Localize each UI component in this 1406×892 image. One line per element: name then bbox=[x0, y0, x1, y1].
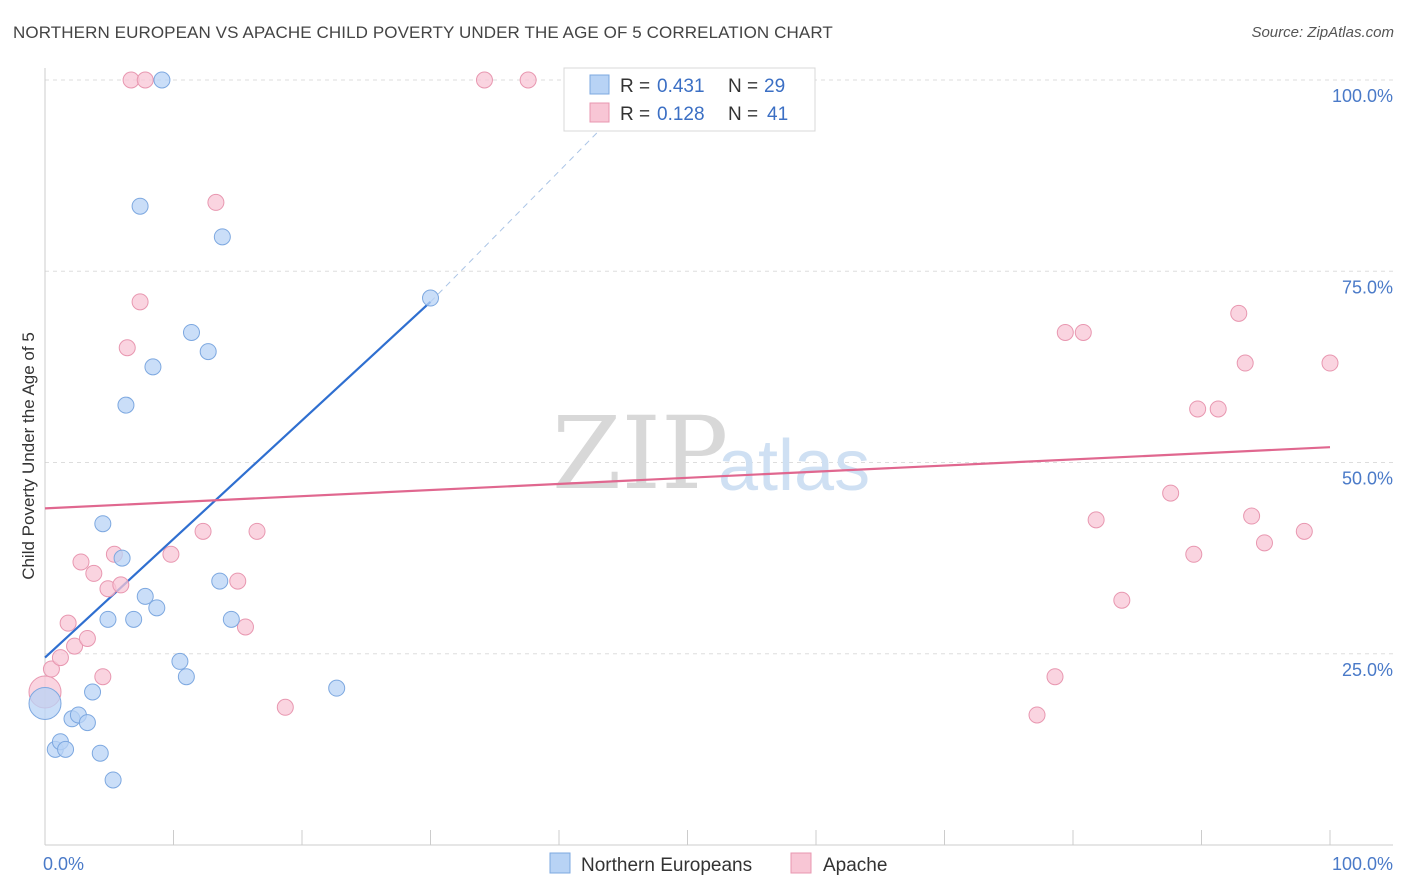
point-northern-europeans-22 bbox=[144, 358, 162, 376]
point-northern-europeans-10 bbox=[94, 515, 112, 533]
x-tick-label-0: 0.0% bbox=[43, 854, 84, 874]
watermark-atlas: atlas bbox=[718, 426, 870, 506]
legend-r-label-1: R = bbox=[620, 76, 650, 97]
bottom-legend-swatch-pink bbox=[790, 852, 812, 874]
point-northern-europeans-25 bbox=[131, 197, 149, 215]
point-apache-13 bbox=[131, 293, 149, 311]
trend-line-northern-europeans bbox=[44, 301, 432, 659]
point-northern-europeans-0 bbox=[28, 686, 62, 720]
point-northern-europeans-24 bbox=[199, 343, 217, 361]
point-apache-38 bbox=[1255, 534, 1273, 552]
y-tick-label-3: 100.0% bbox=[1332, 86, 1393, 106]
y-tick-label-2: 75.0% bbox=[1342, 277, 1393, 297]
point-apache-1 bbox=[42, 660, 60, 678]
point-apache-15 bbox=[194, 522, 212, 540]
watermark-zip: ZIP bbox=[552, 395, 728, 512]
point-northern-europeans-8 bbox=[91, 744, 109, 762]
point-apache-35 bbox=[1230, 304, 1248, 322]
point-northern-europeans-11 bbox=[113, 549, 131, 567]
point-apache-30 bbox=[1113, 591, 1131, 609]
point-apache-33 bbox=[1189, 400, 1207, 418]
point-apache-2 bbox=[51, 649, 69, 667]
point-northern-europeans-17 bbox=[177, 668, 195, 686]
trend-extension-northern-europeans bbox=[430, 79, 650, 303]
point-apache-25 bbox=[1028, 706, 1046, 724]
point-northern-europeans-3 bbox=[57, 740, 75, 758]
legend-r-value-2: 0.128 bbox=[657, 104, 705, 125]
correlation-legend: R = 0.431 N = 29 R = 0.128 N = 41 bbox=[563, 67, 816, 132]
point-apache-18 bbox=[248, 522, 266, 540]
grid-layer bbox=[45, 79, 1393, 655]
point-northern-europeans-12 bbox=[99, 610, 117, 628]
point-northern-europeans-13 bbox=[125, 610, 143, 628]
series-legend: Northern Europeans Apache bbox=[549, 852, 887, 876]
point-northern-europeans-16 bbox=[171, 652, 189, 670]
point-apache-21 bbox=[122, 71, 140, 89]
point-northern-europeans-26 bbox=[213, 228, 231, 246]
point-northern-europeans-19 bbox=[222, 610, 240, 628]
trend-line-apache bbox=[44, 446, 1331, 510]
point-apache-16 bbox=[229, 572, 247, 590]
point-apache-12 bbox=[118, 339, 136, 357]
point-apache-3 bbox=[59, 614, 77, 632]
point-apache-24 bbox=[519, 71, 537, 89]
point-apache-23 bbox=[475, 71, 493, 89]
point-apache-17 bbox=[236, 618, 254, 636]
axes-layer: 25.0% 50.0% 75.0% 100.0% 0.0% 100.0% bbox=[43, 68, 1393, 874]
chart-title: NORTHERN EUROPEAN VS APACHE CHILD POVERT… bbox=[13, 23, 833, 42]
legend-r-value-1: 0.431 bbox=[657, 76, 705, 97]
legend-r-label-2: R = bbox=[620, 104, 650, 125]
legend-n-label-2: N = bbox=[728, 104, 758, 125]
source-credit: Source: ZipAtlas.com bbox=[1251, 24, 1394, 41]
point-apache-28 bbox=[1074, 323, 1092, 341]
point-apache-5 bbox=[72, 553, 90, 571]
legend-n-value-2: 41 bbox=[767, 104, 788, 125]
point-northern-europeans-28 bbox=[422, 289, 439, 307]
legend-swatch-blue bbox=[589, 74, 610, 95]
point-apache-11 bbox=[112, 576, 130, 594]
point-northern-europeans-23 bbox=[182, 323, 200, 341]
point-apache-37 bbox=[1243, 507, 1261, 525]
bottom-legend-northern-europeans: Northern Europeans bbox=[581, 855, 752, 876]
point-apache-29 bbox=[1087, 511, 1105, 529]
point-apache-14 bbox=[162, 545, 180, 563]
y-axis-label: Child Poverty Under the Age of 5 bbox=[19, 332, 38, 580]
point-apache-8 bbox=[94, 668, 112, 686]
data-points bbox=[28, 71, 1339, 789]
trend-lines bbox=[44, 79, 1331, 659]
point-northern-europeans-20 bbox=[328, 679, 346, 697]
point-apache-36 bbox=[1236, 354, 1254, 372]
point-apache-26 bbox=[1046, 668, 1064, 686]
point-apache-40 bbox=[1321, 354, 1339, 372]
legend-n-value-1: 29 bbox=[764, 76, 785, 97]
legend-n-label-1: N = bbox=[728, 76, 758, 97]
bottom-legend-apache: Apache bbox=[823, 855, 887, 876]
point-apache-7 bbox=[85, 564, 103, 582]
y-tick-label-1: 50.0% bbox=[1342, 469, 1393, 489]
x-tick-label-1: 100.0% bbox=[1332, 854, 1393, 874]
point-apache-6 bbox=[78, 629, 96, 647]
point-apache-22 bbox=[136, 71, 154, 89]
point-northern-europeans-14 bbox=[136, 587, 154, 605]
point-apache-20 bbox=[207, 193, 225, 211]
watermark: ZIP atlas bbox=[552, 395, 870, 512]
point-northern-europeans-21 bbox=[117, 396, 135, 414]
y-tick-label-0: 25.0% bbox=[1342, 660, 1393, 680]
bottom-legend-swatch-blue bbox=[549, 852, 571, 874]
point-apache-34 bbox=[1209, 400, 1227, 418]
point-northern-europeans-9 bbox=[104, 771, 122, 789]
point-apache-4 bbox=[66, 637, 84, 655]
point-northern-europeans-18 bbox=[211, 572, 229, 590]
point-northern-europeans-7 bbox=[84, 683, 102, 701]
point-apache-32 bbox=[1185, 545, 1203, 563]
point-northern-europeans-6 bbox=[78, 714, 96, 732]
point-northern-europeans-15 bbox=[148, 599, 166, 617]
legend-swatch-pink bbox=[589, 102, 610, 123]
point-northern-europeans-27 bbox=[153, 71, 171, 89]
point-apache-31 bbox=[1162, 484, 1180, 502]
point-apache-19 bbox=[276, 698, 294, 716]
point-apache-39 bbox=[1295, 522, 1313, 540]
point-apache-27 bbox=[1056, 323, 1074, 341]
